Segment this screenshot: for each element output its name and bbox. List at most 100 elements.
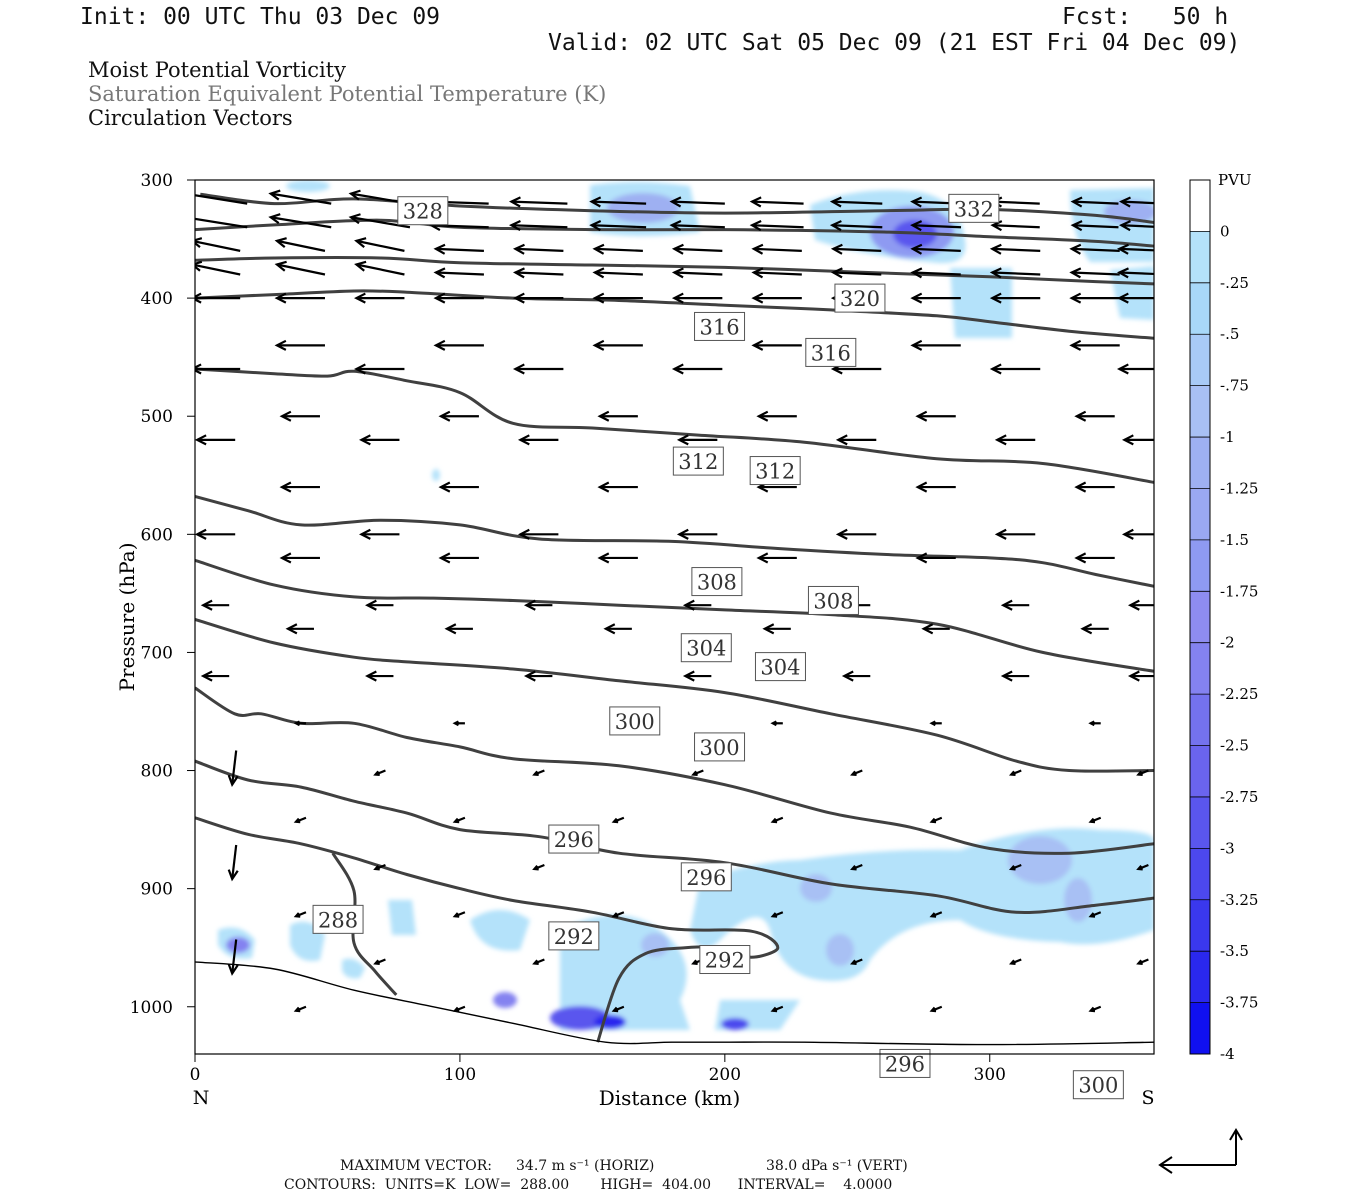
shaded-field-title: Moist Potential Vorticity (88, 58, 346, 82)
vector-head (910, 243, 923, 255)
colorbar-swatch (1190, 642, 1210, 695)
vector-arrow (671, 243, 723, 255)
terrain-surface (195, 961, 1154, 1046)
vector-shaft (231, 844, 238, 880)
vector-arrow (512, 363, 564, 375)
vector-head (433, 267, 446, 279)
vector-arrow (452, 1005, 466, 1013)
contour-label: 312 (672, 446, 724, 476)
vector-arrow (274, 260, 326, 276)
colorbar-tick-label: -1.25 (1220, 479, 1258, 497)
vector-head (195, 363, 202, 375)
vector-shaft (1119, 247, 1154, 252)
vector-head (1069, 243, 1082, 255)
vector-arrow (532, 958, 545, 965)
vector-arrow (989, 243, 1041, 255)
x-end-label-north: N (193, 1087, 210, 1109)
vector-shaft (276, 263, 326, 276)
vector-head (512, 292, 525, 304)
vector-head (532, 959, 539, 965)
contour-label-text: 308 (697, 571, 737, 595)
vector-head (691, 959, 698, 965)
y-tick-label: 300 (141, 171, 173, 191)
vector-arrow (373, 864, 386, 871)
vector-head (756, 552, 769, 564)
vector-shaft (1119, 271, 1154, 276)
vector-arrow (990, 220, 1040, 232)
vector-shaft (435, 247, 484, 252)
vector-shaft (594, 271, 643, 276)
vector-head (1136, 770, 1143, 777)
vector-head (274, 292, 287, 304)
contour-312 (195, 495, 1154, 588)
vector-shaft (1121, 200, 1154, 205)
colorbar-swatch (1190, 488, 1210, 541)
vector-head (671, 243, 684, 255)
contour-label-box (699, 945, 751, 975)
vector-arrow (1074, 410, 1115, 422)
vector-arrow (200, 670, 230, 682)
vector-head (611, 817, 619, 824)
vector-arrow (1121, 528, 1154, 540)
contour-label-box (1072, 1070, 1124, 1100)
vector-arrow (1116, 267, 1154, 279)
vector-shaft (195, 240, 241, 252)
vector-arrow (274, 339, 325, 351)
colorbar-tick-label: 0 (1220, 222, 1230, 240)
vector-head (592, 292, 605, 304)
contour-label: 300 (694, 732, 746, 762)
vector-head (841, 670, 854, 682)
vector-arrow (910, 243, 961, 255)
contour-label: 292 (548, 921, 600, 951)
vector-head (274, 339, 287, 351)
vector-arrow (532, 864, 545, 871)
contour-label-text: 296 (686, 866, 726, 890)
colorbar-tick-label: -2.25 (1220, 685, 1258, 703)
vector-head (1088, 1006, 1096, 1013)
colorbar-swatch (1190, 899, 1210, 952)
vector-head (512, 363, 525, 375)
vector-arrow (433, 243, 484, 255)
vector-arrow (611, 816, 625, 824)
vector-head (227, 869, 239, 882)
vector-shaft (833, 271, 882, 276)
vector-head (1088, 817, 1096, 824)
axes: 300 400 500 600 700 800 900 1000 0 100 200 300 N S Dis… (115, 171, 1155, 1110)
vector-shaft (992, 247, 1041, 252)
vector-arrow (1127, 599, 1154, 611)
vector-arrow (990, 196, 1040, 208)
vector-head (669, 220, 682, 232)
vector-shaft (511, 200, 568, 205)
vector-head (910, 220, 923, 232)
vector-shaft (1071, 247, 1120, 252)
colorbar-tick-label: -2.5 (1220, 737, 1249, 755)
init-time: Init: 00 UTC Thu 03 Dec 09 (80, 4, 441, 30)
vector-arrow (293, 911, 307, 918)
vector-shaft (674, 247, 723, 252)
vector-head (268, 189, 281, 201)
vector-arrow (373, 769, 386, 777)
vector-head (365, 599, 377, 611)
vector-head (830, 267, 843, 279)
vector-shaft (752, 224, 804, 229)
vector-head (354, 237, 367, 248)
vector-arrow (592, 339, 643, 351)
contour-label-text: 320 (840, 287, 880, 311)
vector-arrow (433, 292, 484, 304)
contour-label: 316 (805, 337, 857, 367)
vector-arrow (373, 958, 386, 965)
vector-arrow (929, 720, 942, 727)
vector-head (770, 817, 778, 824)
vector-arrow (1116, 292, 1154, 304)
colorbar-swatch (1190, 951, 1210, 1004)
vector-head (597, 481, 610, 493)
vector-arrow (589, 220, 647, 232)
vector-shaft (515, 247, 564, 252)
contour-308 (195, 558, 1154, 673)
vector-shaft (1072, 224, 1119, 229)
contour-label: 296 (680, 862, 732, 892)
contour-label-box (609, 706, 661, 736)
contour-label-box (834, 283, 886, 313)
contour-300 (195, 686, 1154, 855)
vector-arrow (200, 599, 230, 611)
